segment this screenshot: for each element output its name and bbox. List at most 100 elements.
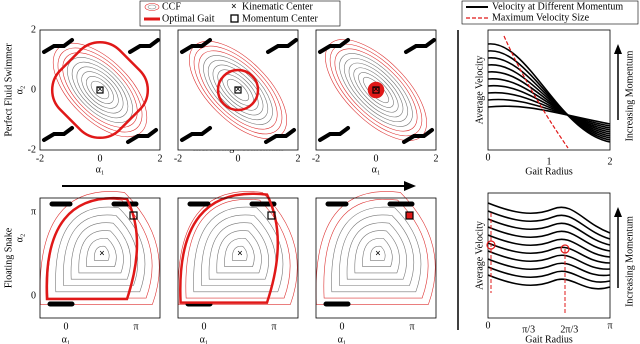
velocity-curve	[487, 266, 611, 283]
legend-text: Optimal Gait	[162, 13, 215, 24]
contour	[323, 198, 429, 299]
velocity-curve	[487, 242, 611, 264]
legend-box	[461, 0, 639, 25]
contour	[63, 214, 139, 286]
contour	[81, 71, 119, 109]
panel-border	[177, 29, 299, 151]
momentum-center	[234, 86, 242, 94]
legend-x-icon: ×	[231, 1, 237, 12]
kinematic-center: ×	[235, 84, 241, 95]
swimmer-icon	[266, 38, 298, 54]
x-axis-label: α₁	[62, 334, 71, 344]
x-axis-label: α₁	[96, 164, 105, 175]
y-axis-label: Average Velocity	[474, 221, 485, 290]
kinematic-center: ×	[99, 248, 105, 259]
contour	[369, 245, 386, 261]
side-label: Increasing Momentum	[624, 216, 635, 307]
momentum-center	[267, 211, 276, 220]
contour	[315, 191, 436, 305]
legend-square-icon	[230, 14, 239, 23]
contour	[177, 191, 298, 305]
legend-box	[139, 0, 341, 27]
row-label: Perfect Fluid Swimmer	[3, 43, 14, 137]
velocity-curve	[487, 258, 611, 277]
x-tick-label: 0	[98, 153, 103, 164]
kinematic-center: ×	[373, 84, 379, 95]
swimmer-icon	[180, 126, 212, 142]
velocity-curve	[487, 43, 611, 143]
contour	[358, 72, 394, 108]
contour	[346, 222, 407, 280]
velocity-curve	[487, 218, 611, 246]
velocity-curve	[487, 202, 611, 234]
x-axis-label: Gait Radius	[525, 166, 573, 177]
legend-ccf-icon	[144, 3, 160, 11]
y-tick-label: 0	[31, 290, 36, 301]
contour	[52, 42, 148, 138]
panel-frame	[40, 30, 160, 150]
swimmer-icon	[404, 38, 436, 54]
x-tick-label: 0	[486, 152, 491, 163]
contour	[193, 206, 284, 293]
contour	[93, 245, 110, 261]
velocity-curve	[487, 85, 611, 131]
legend-text: Maximum Velocity Size	[492, 12, 590, 23]
left-legend: CCF Optimal Gait × Kinematic Center Mome…	[139, 0, 341, 27]
kinematic-center: ×	[97, 84, 103, 95]
contour	[224, 238, 255, 267]
contour	[217, 69, 259, 111]
x-tick-label: 0	[64, 321, 69, 332]
panel-border	[315, 197, 437, 319]
phase-panel: × 0 π α₁ π 0 α₂	[14, 191, 161, 344]
velocity-curve	[487, 50, 611, 141]
velocity-curve	[487, 274, 611, 290]
legend-text: Kinematic Center	[242, 1, 313, 12]
side-label: Increasing Momentum	[624, 50, 635, 141]
x-tick-label: 0	[236, 153, 241, 164]
x-tick-label: π	[133, 321, 138, 332]
velocity-curve	[487, 234, 611, 258]
y-tick-label: π	[31, 206, 36, 217]
row-label: Floating Snake	[3, 227, 14, 288]
contour	[339, 53, 413, 127]
x-tick-label: 2	[296, 153, 301, 164]
x-tick-label: 0	[486, 320, 491, 331]
contour	[334, 48, 418, 132]
y-tick-label: 2	[31, 24, 36, 35]
velocity-panel: 0 π/3 2π/3 π Gait Radius Average Velocity Incr…	[474, 192, 635, 344]
optimal-gait	[50, 40, 150, 140]
panel-border	[315, 29, 437, 151]
y-tick-label: 0	[31, 84, 36, 95]
contour	[207, 59, 269, 121]
x-tick-label: π	[607, 320, 612, 331]
contour	[86, 76, 114, 104]
x-tick-label: π	[271, 321, 276, 332]
x-tick-label: 2	[434, 153, 439, 164]
contour	[212, 64, 264, 116]
x-tick-label: 2	[158, 153, 163, 164]
phase-panel: × -2 0 2 α₁	[312, 29, 439, 175]
contour	[208, 222, 269, 280]
x-tick-label: -2	[36, 153, 44, 164]
velocity-curve	[487, 91, 611, 129]
contour	[86, 238, 117, 267]
right-legend: Velocity at Different Momentum Maximum V…	[461, 0, 639, 25]
y-axis-label: Average Velocity	[474, 56, 485, 125]
phase-panel: × -2 0 2	[174, 29, 301, 164]
contour	[193, 45, 283, 135]
x-axis-label: Gait Radius	[525, 334, 573, 344]
contour	[198, 50, 278, 130]
phase-panel: × -2 0 2 α₁ 2 0 -2 α₂	[14, 24, 163, 175]
panel-border	[177, 197, 299, 319]
velocity-curve	[487, 226, 611, 252]
contour	[226, 78, 250, 102]
contour	[362, 238, 393, 267]
snake-icon	[323, 201, 415, 307]
x-tick-label: 1	[547, 156, 552, 167]
momentum-center	[405, 211, 414, 220]
x-tick-label: -2	[312, 153, 320, 164]
x-axis-label: α₁	[338, 334, 347, 344]
panel-border	[39, 197, 161, 319]
optimal-gait	[179, 192, 279, 304]
